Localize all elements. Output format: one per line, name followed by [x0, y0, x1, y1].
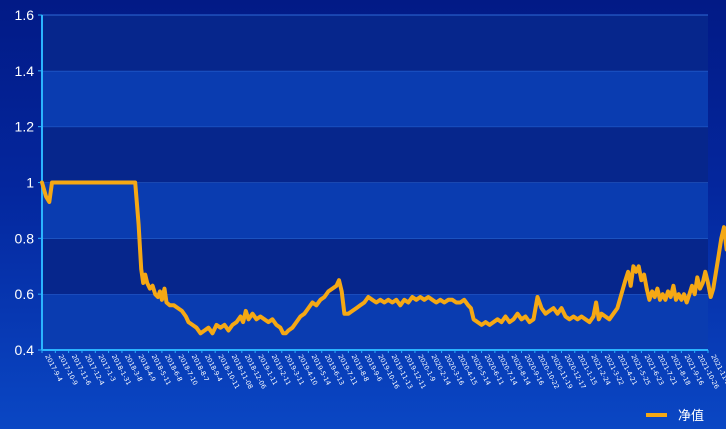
- y-tick-label: 1.2: [15, 119, 35, 135]
- legend: 净值: [646, 408, 704, 424]
- series-layer: [40, 180, 726, 336]
- grid-band: [42, 70, 708, 127]
- y-tick-label: 0.4: [15, 342, 35, 358]
- y-tick-label: 0.8: [15, 230, 35, 246]
- legend-label: 净值: [678, 408, 704, 424]
- grid-bands: [42, 14, 708, 350]
- grid-band: [42, 15, 708, 71]
- y-tick-label: 0.6: [15, 286, 35, 302]
- grid-band: [42, 126, 708, 183]
- y-tick-label: 1: [26, 175, 34, 191]
- y-tick-label: 1.6: [15, 7, 35, 23]
- y-axis-ticks: 0.4 0.6 0.8 1 1.2 1.4 1.6: [15, 7, 42, 358]
- series-line: [40, 180, 726, 336]
- grid-band: [42, 182, 708, 239]
- y-tick-label: 1.4: [15, 63, 35, 79]
- x-axis-ticks: 2017-9-42017-10-92017-11-62017-12-42017-…: [41, 350, 726, 390]
